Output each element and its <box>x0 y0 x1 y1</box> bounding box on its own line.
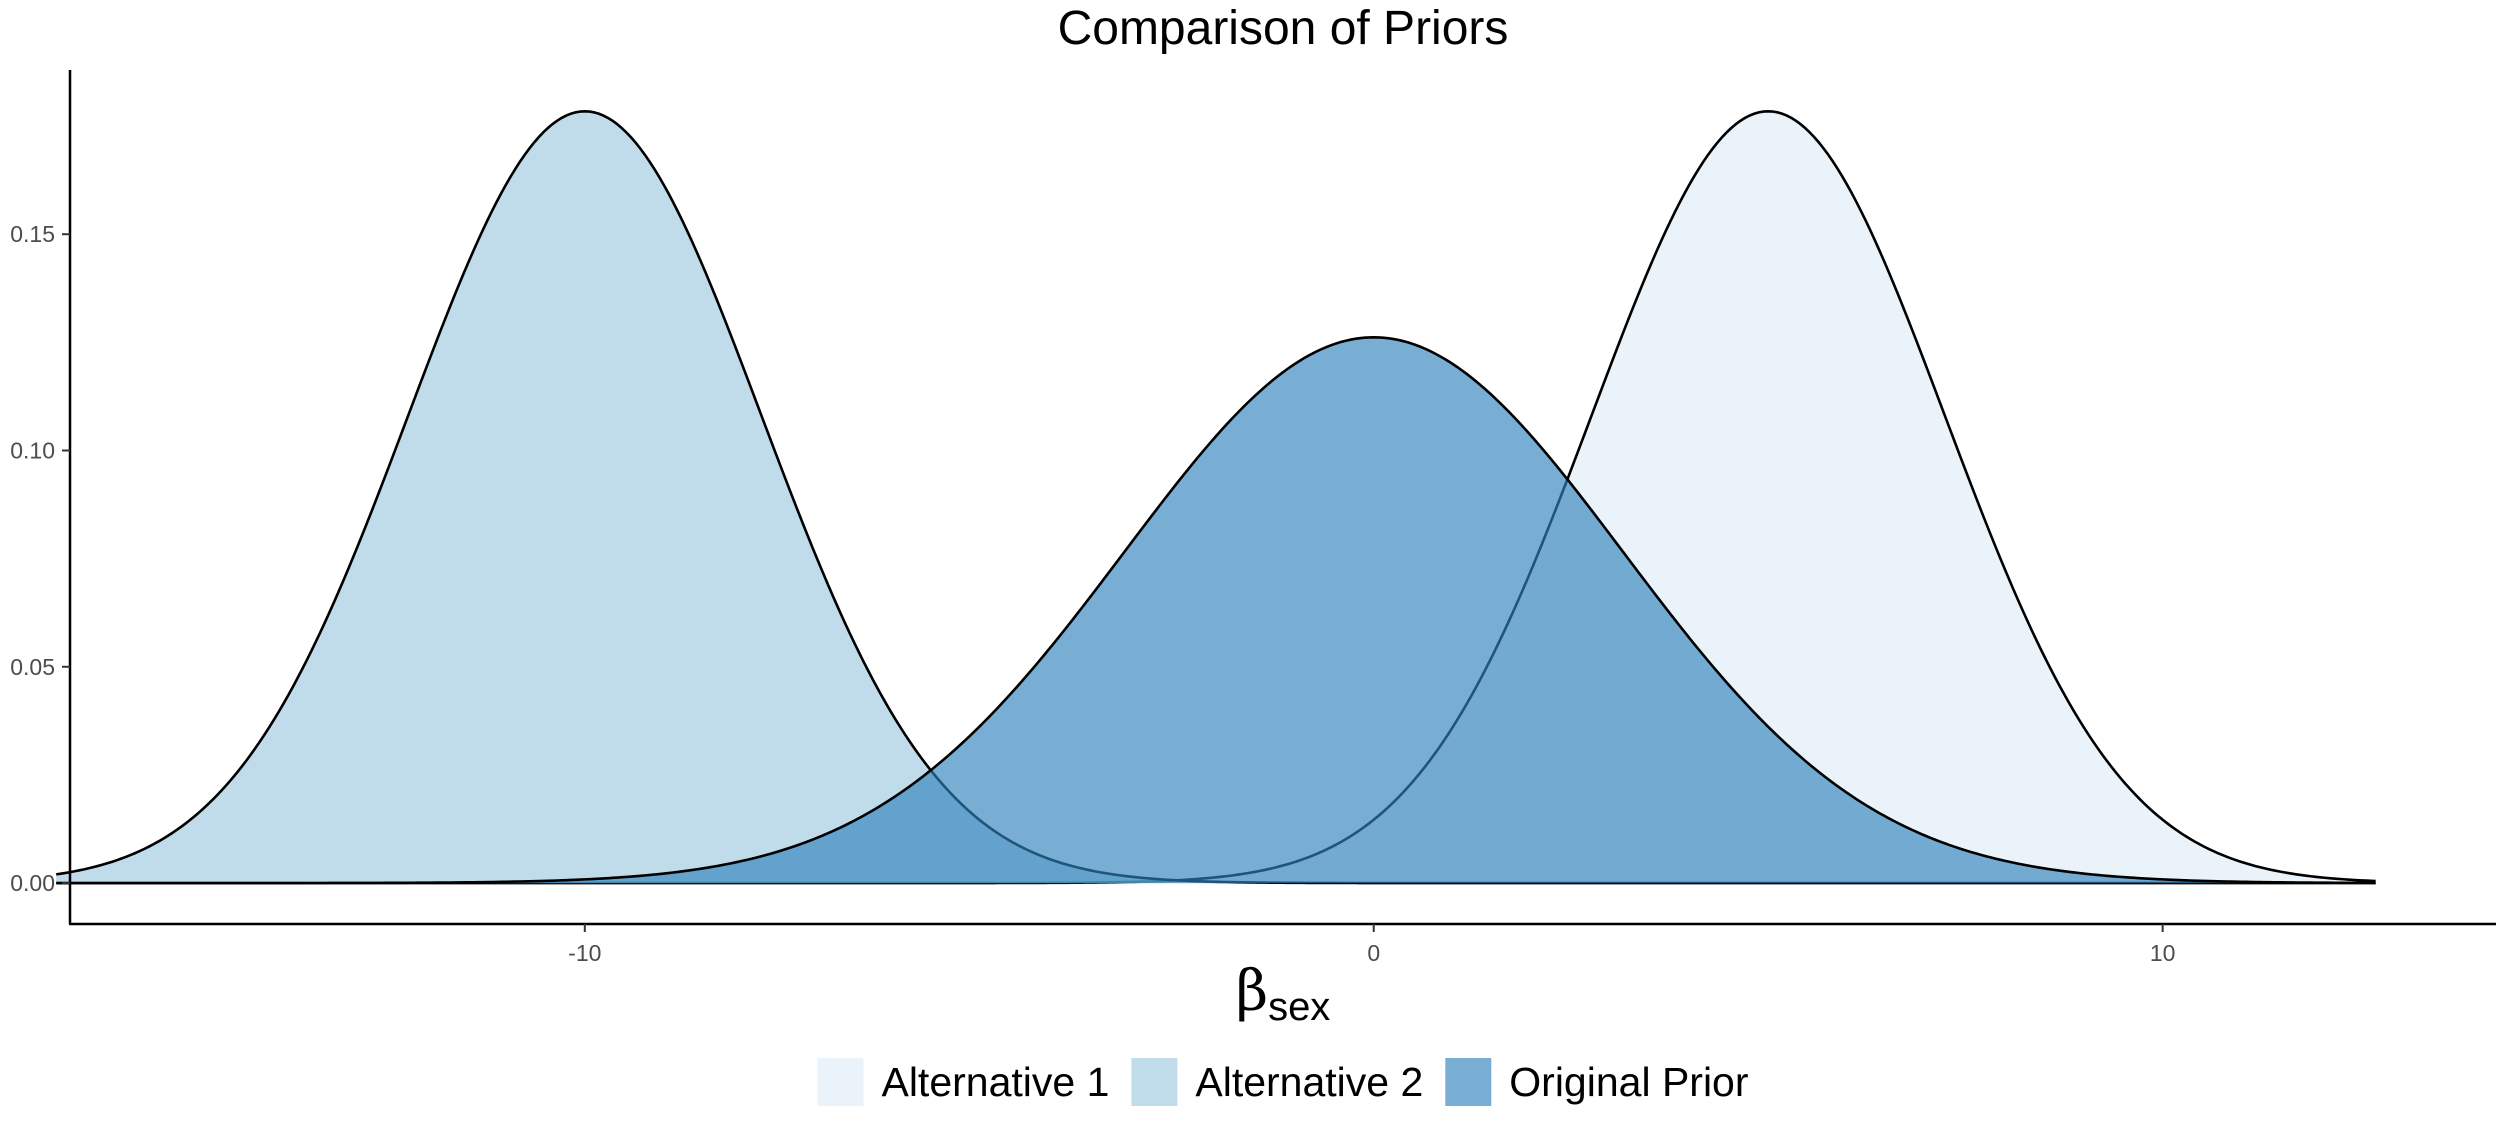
legend-label-alternative-2: Alternative 2 <box>1195 1059 1423 1105</box>
y-axis-ticks: 0.00 0.05 0.10 0.15 <box>10 221 70 896</box>
legend-key-alternative-2 <box>1131 1058 1178 1106</box>
plot-area <box>56 109 2376 885</box>
density-area-alternative-2 <box>56 111 2376 884</box>
density-curve-original-prior <box>56 336 2376 885</box>
y-tick-label: 0.15 <box>10 221 55 247</box>
x-axis-ticks: -10 0 10 <box>568 924 2175 966</box>
chart-title: Comparison of Priors <box>1058 2 1509 55</box>
x-tick-label: 0 <box>1367 940 1380 966</box>
x-axis-label: βsex <box>1236 959 1331 1029</box>
legend-key-original-prior <box>1445 1058 1492 1106</box>
legend-item-original-prior: Original Prior <box>1445 1058 1749 1106</box>
legend-label-alternative-1: Alternative 1 <box>881 1059 1109 1105</box>
legend-item-alternative-2: Alternative 2 <box>1131 1058 1423 1106</box>
x-axis-label-symbol: β <box>1236 959 1268 1024</box>
y-tick-label: 0.10 <box>10 437 55 463</box>
y-tick-label: 0.05 <box>10 654 55 680</box>
legend-item-alternative-1: Alternative 1 <box>817 1058 1109 1106</box>
legend-label-original-prior: Original Prior <box>1509 1059 1748 1105</box>
y-tick-label: 0.00 <box>10 870 55 896</box>
legend: Alternative 1 Alternative 2 Original Prior <box>817 1058 1749 1106</box>
x-axis-label-subscript: sex <box>1268 985 1330 1029</box>
x-tick-label: -10 <box>568 940 601 966</box>
density-area-alternative-1 <box>56 111 2376 884</box>
legend-key-alternative-1 <box>817 1058 864 1106</box>
x-tick-label: 10 <box>2150 940 2176 966</box>
density-area-original-prior <box>56 337 2376 884</box>
